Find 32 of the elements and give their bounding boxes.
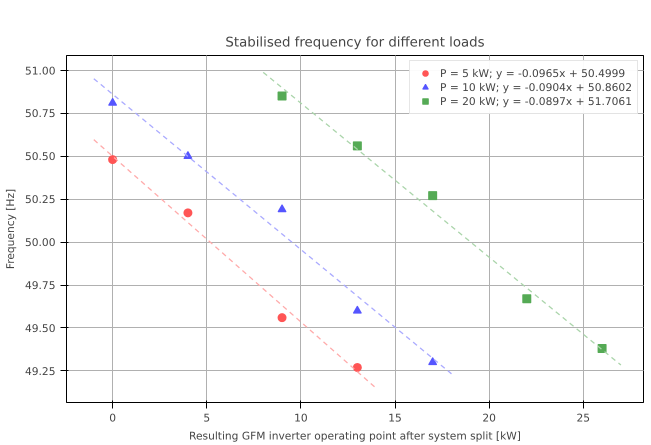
legend-label: P = 5 kW; y = -0.0965x + 50.4999 — [440, 66, 626, 80]
point — [428, 357, 438, 366]
x-tick-label: 25 — [576, 412, 590, 424]
y-tick-label: 50.50 — [24, 150, 56, 164]
point — [428, 191, 438, 200]
point — [352, 306, 362, 314]
y-tick-label: 50.75 — [24, 107, 56, 120]
chart-title: Stabilised frequency for different loads — [225, 36, 485, 50]
y-tick-label: 49.75 — [24, 279, 56, 292]
x-tick-label: 15 — [388, 412, 402, 424]
x-tick-label: 0 — [109, 412, 116, 424]
x-tick-label: 5 — [203, 412, 210, 424]
y-tick-label: 49.25 — [24, 364, 56, 378]
point — [352, 362, 362, 372]
point — [278, 92, 287, 101]
point — [108, 98, 118, 106]
legend-label: P = 20 kW; y = -0.0897x + 51.7061 — [440, 94, 632, 108]
y-tick-label: 49.50 — [24, 322, 56, 335]
x-axis-title: Resulting GFM inverter operating point after system split [kW] — [189, 430, 521, 442]
y-tick-label: 51.00 — [24, 64, 56, 78]
point — [278, 204, 287, 212]
point — [183, 208, 192, 218]
point — [278, 313, 287, 322]
legend-label: P = 10 kW; y = -0.0904x + 50.8602 — [440, 80, 632, 94]
x-tick-label: 10 — [294, 412, 308, 424]
point — [183, 151, 192, 159]
x-tick-label: 20 — [482, 412, 496, 424]
y-axis-title: Frequency [Hz] — [4, 188, 17, 270]
y-tick-label: 50.00 — [24, 236, 56, 250]
point — [108, 155, 118, 164]
y-tick-label: 50.25 — [24, 193, 56, 206]
point — [522, 294, 532, 304]
